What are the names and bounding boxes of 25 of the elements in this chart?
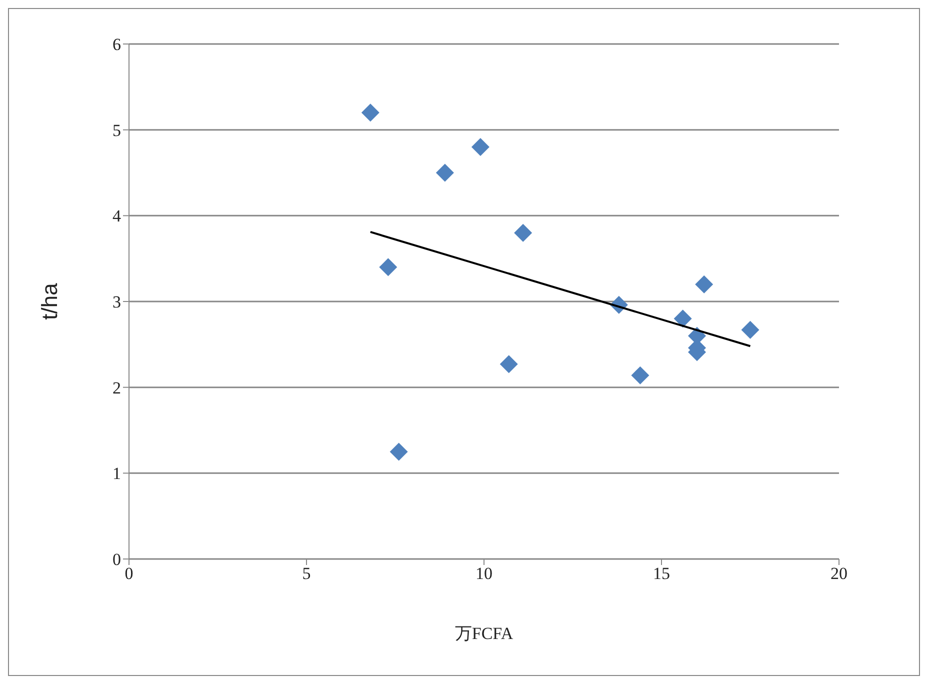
point (674, 310, 692, 328)
x-tick-label: 20 (830, 564, 848, 584)
y-tick-label: 2 (112, 378, 121, 398)
point (500, 355, 518, 374)
y-tick-label: 5 (112, 120, 121, 140)
y-tick-label: 3 (112, 292, 121, 312)
x-tick-label: 15 (653, 564, 670, 584)
y-tick-label: 0 (112, 550, 121, 570)
y-tick-label: 1 (112, 464, 121, 484)
y-axis-title: t/ha (36, 282, 62, 320)
x-tick-label: 0 (124, 564, 134, 584)
point (436, 164, 454, 182)
point (514, 224, 532, 242)
point (361, 104, 380, 122)
point (379, 258, 398, 276)
x-axis-title: 万FCFA (454, 624, 514, 643)
point (390, 442, 408, 461)
point (695, 275, 714, 294)
point (471, 138, 490, 156)
x-tick-label: 5 (302, 564, 311, 584)
point (631, 366, 650, 384)
y-tick-label: 6 (112, 35, 121, 54)
point (741, 320, 760, 339)
y-tick-label: 4 (112, 206, 122, 226)
x-tick-label: 10 (476, 564, 492, 584)
